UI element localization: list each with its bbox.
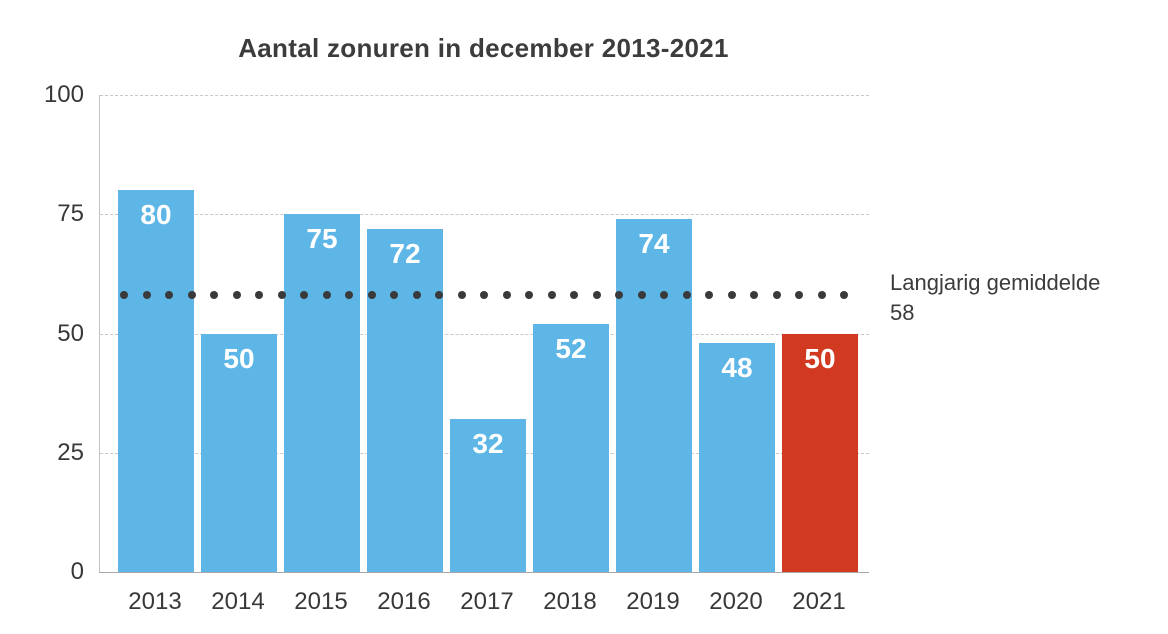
gridline bbox=[100, 95, 869, 96]
bar-value-label: 48 bbox=[721, 352, 753, 384]
average-line-dot bbox=[525, 291, 533, 300]
average-line-dot bbox=[412, 291, 421, 300]
average-line-dot bbox=[817, 291, 826, 300]
gridline bbox=[100, 214, 869, 216]
average-line-dot bbox=[682, 291, 691, 300]
average-line-dot bbox=[142, 291, 151, 300]
chart-title: Aantal zonuren in december 2013-2021 bbox=[238, 33, 729, 63]
average-line-annotation: Langjarig gemiddelde 58 bbox=[890, 268, 1100, 328]
average-line-dot bbox=[367, 291, 376, 300]
x-axis-tick-label: 2020 bbox=[709, 588, 763, 615]
average-line-dot bbox=[300, 291, 308, 300]
average-line-dot bbox=[840, 291, 848, 300]
average-line-dot bbox=[750, 291, 758, 300]
bar: 74 bbox=[616, 219, 692, 572]
average-line-dot bbox=[232, 291, 241, 300]
y-axis-tick-label: 100 bbox=[43, 81, 84, 108]
y-axis-tick-label: 75 bbox=[57, 200, 84, 228]
plot-area: 80 50 75 72 32 52 74 48 50 bbox=[99, 95, 869, 573]
x-axis-tick-label: 2021 bbox=[792, 588, 846, 615]
average-line-dot bbox=[615, 291, 623, 300]
x-axis-tick-label: 2016 bbox=[377, 588, 431, 615]
y-axis-tick-label: 25 bbox=[57, 438, 84, 466]
x-axis-tick-label: 2014 bbox=[211, 588, 265, 615]
bar-value-label: 52 bbox=[555, 332, 587, 364]
average-line-dot bbox=[457, 291, 466, 300]
average-line-dot bbox=[795, 291, 803, 300]
bar: 80 bbox=[118, 190, 194, 572]
bar-value-label: 50 bbox=[804, 342, 836, 374]
bar: 32 bbox=[450, 419, 526, 572]
average-line-dot bbox=[210, 291, 218, 300]
average-line-dot bbox=[255, 291, 263, 300]
x-axis-tick-label: 2019 bbox=[626, 588, 680, 615]
bar: 72 bbox=[367, 228, 443, 572]
bar-value-label: 50 bbox=[223, 342, 255, 374]
average-line-dot bbox=[187, 291, 196, 300]
bar-value-label: 80 bbox=[140, 199, 172, 231]
average-line-dot bbox=[480, 291, 488, 300]
average-line-dot bbox=[772, 291, 781, 300]
x-axis-tick-label: 2017 bbox=[460, 588, 514, 615]
average-line-dot bbox=[727, 291, 736, 300]
average-line-dot bbox=[592, 291, 601, 300]
average-line-dot bbox=[322, 291, 331, 300]
x-axis-tick-label: 2018 bbox=[543, 588, 597, 615]
average-line-dot bbox=[435, 291, 443, 300]
bar: 48 bbox=[699, 343, 775, 572]
average-line-dot bbox=[502, 291, 511, 300]
bar-value-label: 75 bbox=[306, 223, 338, 255]
bar: 75 bbox=[284, 214, 360, 572]
x-axis-tick-label: 2013 bbox=[128, 588, 182, 615]
average-line-dot bbox=[345, 291, 353, 300]
average-line-dot bbox=[390, 291, 398, 300]
average-line-dot bbox=[637, 291, 646, 300]
average-line-dot bbox=[547, 291, 556, 300]
bar-value-label: 74 bbox=[638, 228, 670, 260]
average-line-dot bbox=[165, 291, 173, 300]
bar: 52 bbox=[533, 323, 609, 572]
bar-value-label: 32 bbox=[472, 428, 504, 460]
bar: 50 bbox=[782, 333, 858, 572]
y-axis-tick-label: 0 bbox=[70, 558, 84, 585]
bar: 50 bbox=[201, 333, 277, 572]
y-axis-tick-label: 50 bbox=[57, 319, 84, 347]
bar-value-label: 72 bbox=[389, 237, 421, 269]
average-line-dot bbox=[120, 291, 128, 300]
average-line-dot bbox=[570, 291, 578, 300]
average-line-dot bbox=[660, 291, 668, 300]
average-line-dot bbox=[277, 291, 286, 300]
average-line-dot bbox=[705, 291, 713, 300]
gridline bbox=[100, 333, 869, 335]
x-axis-tick-label: 2015 bbox=[294, 588, 348, 615]
average-line-value: 58 bbox=[890, 300, 915, 325]
average-line-label: Langjarig gemiddelde bbox=[890, 270, 1101, 295]
